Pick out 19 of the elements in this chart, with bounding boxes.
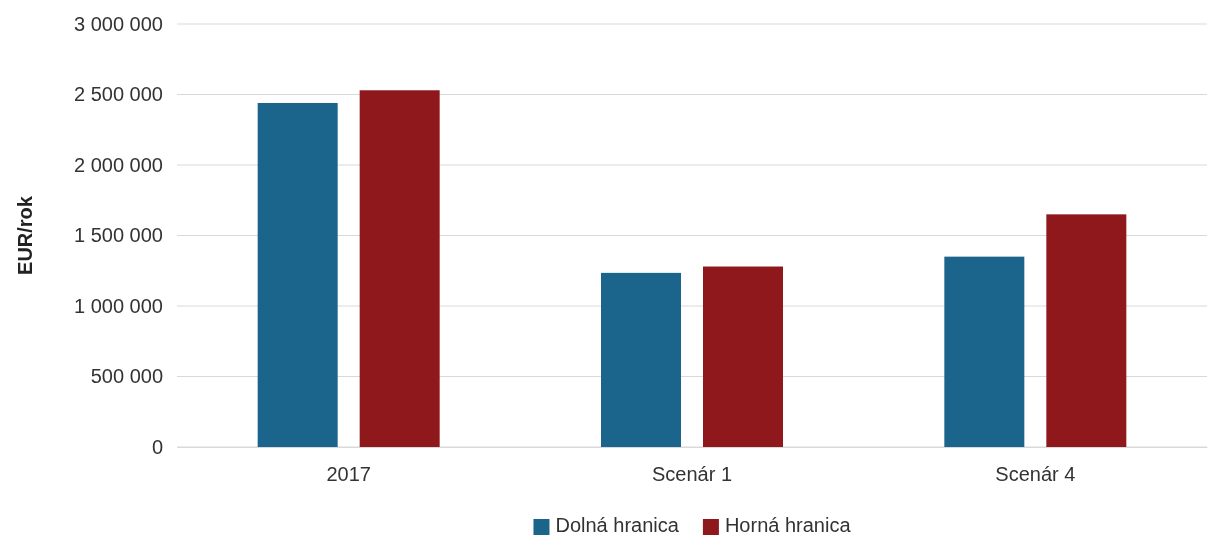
bar [1046,214,1127,447]
y-tick-label: 1 500 000 [74,224,163,247]
y-axis-title: EUR/rok [14,195,36,275]
y-tick-label: 2 000 000 [74,153,163,176]
bar [944,256,1025,447]
bar [601,272,681,447]
bar [257,102,338,447]
x-tick-label: Scenár 1 [651,463,733,486]
bar [359,90,440,447]
y-tick-label: 1 000 000 [74,294,163,317]
x-tick-label: 2017 [326,463,371,486]
legend-label: Dolná hranica [555,514,680,536]
bar [703,266,783,447]
y-tick-label: 0 [151,435,163,458]
legend-label: Horná hranica [724,514,852,536]
y-tick-label: 3 000 000 [74,12,163,35]
x-tick-label: Scenár 4 [995,463,1076,486]
y-tick-label: 500 000 [90,365,163,388]
y-tick-label: 2 500 000 [74,83,163,106]
